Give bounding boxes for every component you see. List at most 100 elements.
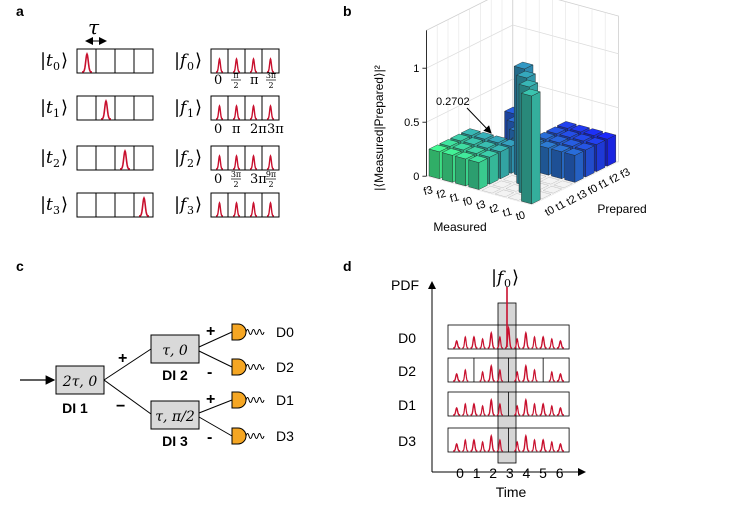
freq-slot xyxy=(261,145,280,171)
measured-tick-label: f2 xyxy=(435,188,447,202)
time-bin-row xyxy=(76,48,154,74)
di2-name: DI 2 xyxy=(162,367,188,383)
annotation-arrow xyxy=(466,107,492,134)
svg-text:⟩: ⟩ xyxy=(61,194,68,215)
detector-icon xyxy=(231,323,247,341)
time-ket-t3: | t 3 ⟩ xyxy=(40,194,68,217)
row-label: D1 xyxy=(398,397,416,413)
phase-value: 0 xyxy=(214,172,222,187)
pdf-peak xyxy=(470,335,478,349)
di3-name: DI 3 xyxy=(162,433,188,449)
pdf-side-peak xyxy=(462,438,469,452)
svg-text:|: | xyxy=(40,50,46,71)
phase-value: 0 xyxy=(214,73,222,88)
detector-d2: D2 xyxy=(231,358,294,376)
detectors: D0 D2 D1 D3 xyxy=(231,323,294,445)
pdf-peak xyxy=(487,433,495,452)
di3-box xyxy=(150,400,200,430)
svg-text:⟩: ⟩ xyxy=(195,50,202,71)
x-tick-label: 5 xyxy=(539,465,547,481)
di3-param: τ, π/2 xyxy=(155,409,195,425)
pdf-row-d3: D3 xyxy=(398,427,570,453)
measured-tick-label: f0 xyxy=(462,195,474,209)
freq-pulse xyxy=(249,154,258,170)
svg-text:1: 1 xyxy=(53,107,60,120)
measured-tick-label: f3 xyxy=(422,184,434,198)
pdf-peak xyxy=(470,402,478,416)
time-ket-t2: | t 2 ⟩ xyxy=(40,147,68,170)
di2-box xyxy=(150,334,200,364)
row-label: D3 xyxy=(398,433,416,449)
pdf-peak xyxy=(453,339,461,349)
freq-slot xyxy=(261,192,280,218)
bar xyxy=(542,185,563,194)
measured-tick-label: f1 xyxy=(449,191,461,205)
signal-wave xyxy=(245,329,265,335)
svg-text:2: 2 xyxy=(187,157,194,170)
detector-icon xyxy=(231,358,247,376)
svg-text:f: f xyxy=(178,195,189,215)
freq-pulse xyxy=(266,154,275,170)
detector-d0: D0 xyxy=(231,323,294,341)
pdf-row-d1: D1 xyxy=(398,391,570,417)
pdf-peak xyxy=(487,363,495,382)
time-pulse xyxy=(119,148,131,170)
pdf-peak xyxy=(522,433,530,452)
time-slot xyxy=(133,48,154,74)
row-label: D0 xyxy=(398,330,416,346)
di1-to-di2-line xyxy=(103,348,152,381)
svg-text:⟩: ⟩ xyxy=(512,267,519,288)
bar xyxy=(520,88,541,205)
annotation-text: 0.2702 xyxy=(436,96,470,108)
time-slot xyxy=(76,145,97,171)
measured-tick-label: t3 xyxy=(475,199,487,213)
di1-box xyxy=(55,365,105,395)
measured-tick-label: t2 xyxy=(488,202,500,216)
pdf-row-d2: D2 xyxy=(398,357,570,383)
phase-num: 9π xyxy=(266,170,276,179)
svg-text:|: | xyxy=(174,97,180,118)
pdf-peak xyxy=(522,363,530,382)
time-slot xyxy=(133,95,154,121)
measured-axis-label: Measured xyxy=(433,220,486,234)
svg-text:⟩: ⟩ xyxy=(61,97,68,118)
bar xyxy=(468,155,488,190)
bar xyxy=(539,176,561,185)
time-slot xyxy=(76,192,97,218)
z-axis: 0 0.5 1 |⟨Measured|Prepared⟩|² xyxy=(372,30,427,191)
panel-b: b 00.51|⟨Measured|Prepared⟩|²t0t1t2t3f0f… xyxy=(343,0,647,234)
z-tick-label: 0.5 xyxy=(404,117,419,129)
freq-slot xyxy=(261,95,280,121)
pdf-side-peak xyxy=(548,440,555,452)
pdf-side-peak xyxy=(548,337,555,349)
di1-minus-sign: − xyxy=(116,398,125,415)
pdf-peak xyxy=(505,325,513,349)
freq-pulse xyxy=(266,104,275,120)
phase-value: 3π xyxy=(267,122,284,137)
time-slot xyxy=(76,95,97,121)
time-bin-rows: | t 0 ⟩| t 1 ⟩| t 2 ⟩| t 3 ⟩ xyxy=(40,48,154,218)
pdf-side-peak xyxy=(496,402,503,416)
freq-pulse xyxy=(249,201,258,217)
measured-tick-label: t1 xyxy=(501,206,513,220)
time-ket-t1: | t 1 ⟩ xyxy=(40,97,68,120)
di2-plus-sign: + xyxy=(206,323,215,340)
pdf-side-peak xyxy=(514,337,521,349)
svg-text:|: | xyxy=(174,194,180,215)
pdf-peak xyxy=(539,335,547,349)
svg-text:|: | xyxy=(174,147,180,168)
time-slot xyxy=(114,95,135,121)
svg-text:3: 3 xyxy=(53,204,60,217)
prepared-axis-label: Prepared xyxy=(597,202,646,216)
bar xyxy=(491,180,513,189)
time-pulse xyxy=(81,51,93,73)
detector-label: D1 xyxy=(276,392,294,408)
pdf-peak xyxy=(487,397,495,416)
pdf-side-peak xyxy=(479,440,486,452)
di2-minus-sign: - xyxy=(207,364,212,381)
detector-d3: D3 xyxy=(231,427,294,445)
di2-plus-line xyxy=(198,331,233,348)
